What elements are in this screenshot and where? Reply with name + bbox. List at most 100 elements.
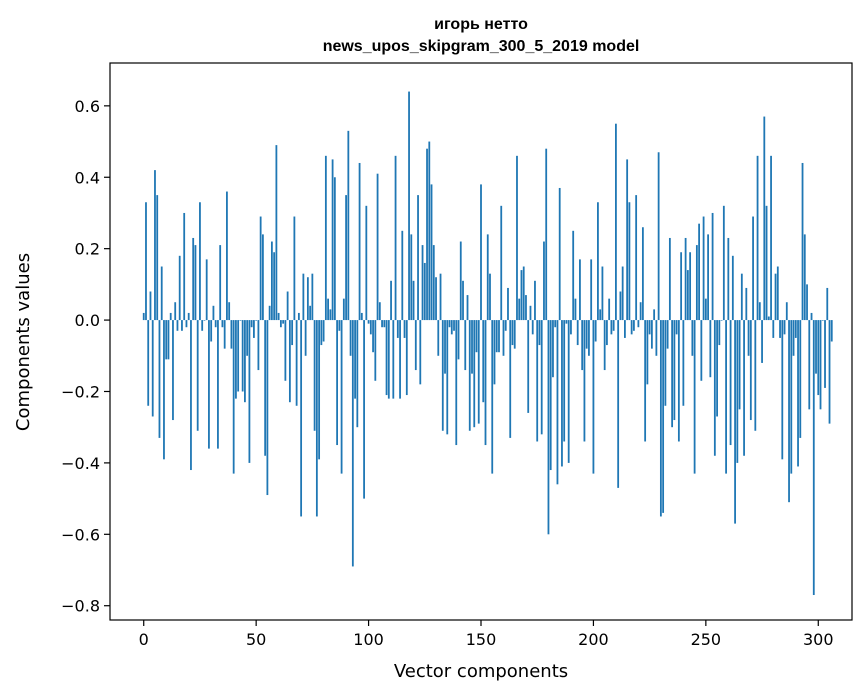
bar xyxy=(324,155,327,321)
bar xyxy=(570,320,572,335)
x-tick-label: 0 xyxy=(139,630,149,649)
bar xyxy=(441,320,444,431)
bar xyxy=(336,320,338,446)
bar xyxy=(682,320,685,406)
bar xyxy=(531,320,534,335)
bar xyxy=(473,320,476,428)
bar xyxy=(700,320,703,381)
bar xyxy=(536,320,539,442)
bar xyxy=(633,320,635,331)
bar xyxy=(752,216,754,321)
bar xyxy=(758,302,761,321)
bar xyxy=(581,320,584,371)
bar xyxy=(480,184,482,321)
bar xyxy=(511,320,514,346)
bar xyxy=(304,320,307,356)
bar xyxy=(241,320,244,392)
bar xyxy=(743,320,745,456)
bar xyxy=(203,320,206,321)
bar xyxy=(149,291,152,321)
bar xyxy=(192,237,195,321)
bar xyxy=(561,320,563,467)
bar xyxy=(776,266,779,321)
bar xyxy=(659,320,662,517)
bar xyxy=(199,202,201,321)
bar xyxy=(644,320,647,442)
bar xyxy=(167,320,170,360)
bar xyxy=(358,162,361,321)
bar xyxy=(172,320,174,421)
bar xyxy=(585,320,588,349)
bar xyxy=(817,320,820,396)
bar xyxy=(821,320,824,321)
bar xyxy=(311,273,314,321)
bar xyxy=(228,302,231,321)
bar xyxy=(713,320,716,456)
bar xyxy=(253,320,255,338)
bar xyxy=(376,173,379,321)
bar xyxy=(736,320,739,463)
bar xyxy=(489,273,491,321)
bar xyxy=(812,320,815,596)
bar xyxy=(772,320,775,338)
bar xyxy=(374,320,377,381)
bar xyxy=(446,320,449,435)
bar xyxy=(423,262,426,321)
bar xyxy=(291,320,294,346)
bar xyxy=(275,145,278,321)
bar xyxy=(156,195,159,321)
bar xyxy=(794,320,797,338)
bar xyxy=(774,273,777,321)
bar xyxy=(331,159,334,321)
bar xyxy=(394,155,397,321)
bar xyxy=(484,320,487,446)
bar xyxy=(507,287,509,321)
bar xyxy=(518,298,521,321)
bar xyxy=(779,320,781,338)
bar xyxy=(639,302,642,321)
bar xyxy=(635,195,638,321)
bar xyxy=(565,320,568,324)
bar xyxy=(527,320,530,413)
bar xyxy=(187,312,190,321)
bar xyxy=(205,259,208,321)
bar xyxy=(725,320,727,474)
x-tick-label: 50 xyxy=(246,630,266,649)
bar xyxy=(552,320,554,378)
bar xyxy=(745,287,748,321)
bar xyxy=(309,305,312,321)
bar xyxy=(621,266,624,321)
bar xyxy=(765,205,768,321)
bar xyxy=(329,309,332,321)
bar xyxy=(549,320,552,471)
bar xyxy=(540,320,543,435)
bar xyxy=(606,320,608,346)
bar xyxy=(414,320,417,371)
bar xyxy=(695,245,698,321)
bar xyxy=(360,312,363,321)
bar xyxy=(509,320,512,438)
bar xyxy=(354,320,356,399)
bar xyxy=(356,320,359,428)
bar xyxy=(493,320,496,385)
y-axis-label: Components values xyxy=(13,253,34,431)
bar xyxy=(351,320,354,567)
bar xyxy=(529,305,532,321)
bar xyxy=(264,320,267,456)
bar xyxy=(792,320,795,356)
bar xyxy=(217,320,219,449)
bar xyxy=(190,320,192,471)
bar xyxy=(426,148,428,321)
bar xyxy=(405,320,408,396)
bar xyxy=(444,320,446,374)
bar xyxy=(740,273,743,321)
bar xyxy=(385,320,388,396)
bar xyxy=(648,320,651,335)
bar xyxy=(603,320,606,371)
bar xyxy=(381,320,383,328)
bar xyxy=(165,320,168,360)
bar xyxy=(495,320,498,353)
bar xyxy=(698,223,700,321)
bar xyxy=(333,177,336,321)
bar xyxy=(410,234,413,321)
